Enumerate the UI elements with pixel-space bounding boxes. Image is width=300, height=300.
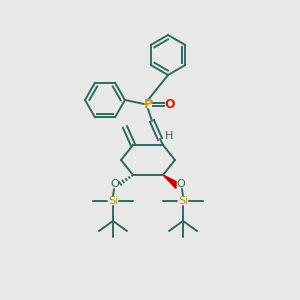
Text: O: O (177, 179, 185, 189)
Text: O: O (111, 179, 119, 189)
Text: O: O (165, 98, 175, 110)
Polygon shape (163, 175, 176, 188)
Text: Si: Si (178, 196, 188, 206)
Text: Si: Si (108, 196, 118, 206)
Text: H: H (165, 131, 173, 141)
Text: P: P (143, 98, 153, 110)
